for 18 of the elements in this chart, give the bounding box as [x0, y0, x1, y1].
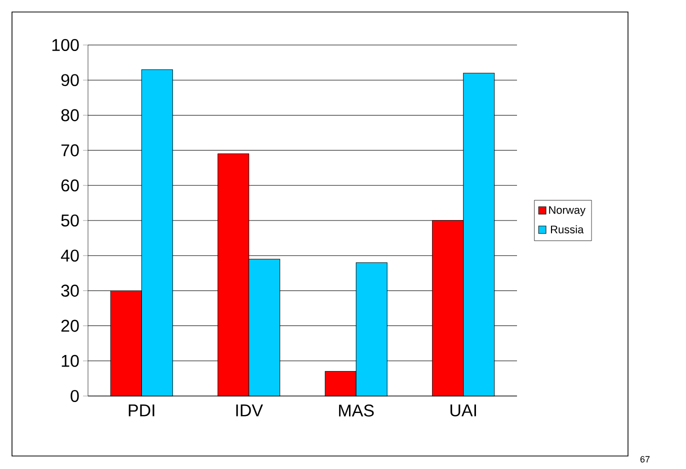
x-tick-label: PDI	[128, 404, 154, 416]
y-tick-label: 80	[61, 109, 79, 122]
y-tick-label: 40	[60, 250, 79, 262]
y-tick-label: 70	[61, 144, 79, 156]
y-tick-label: 0	[70, 390, 79, 402]
y-tick-label: 50	[61, 214, 79, 227]
y-tick-label: 20	[61, 320, 79, 332]
y-tick-label: 100	[52, 38, 79, 52]
x-tick-label: IDV	[236, 404, 263, 416]
legend-label: Russia	[550, 225, 584, 234]
text: 67	[640, 456, 650, 462]
y-tick-label: 60	[61, 179, 79, 192]
y-tick-label: 90	[61, 74, 79, 86]
y-tick-label: 10	[62, 354, 79, 367]
x-tick-label: UAI	[450, 404, 476, 416]
y-tick-label: 30	[61, 284, 79, 297]
legend-label: Norway	[549, 206, 586, 216]
x-tick-label: MAS	[339, 404, 374, 417]
